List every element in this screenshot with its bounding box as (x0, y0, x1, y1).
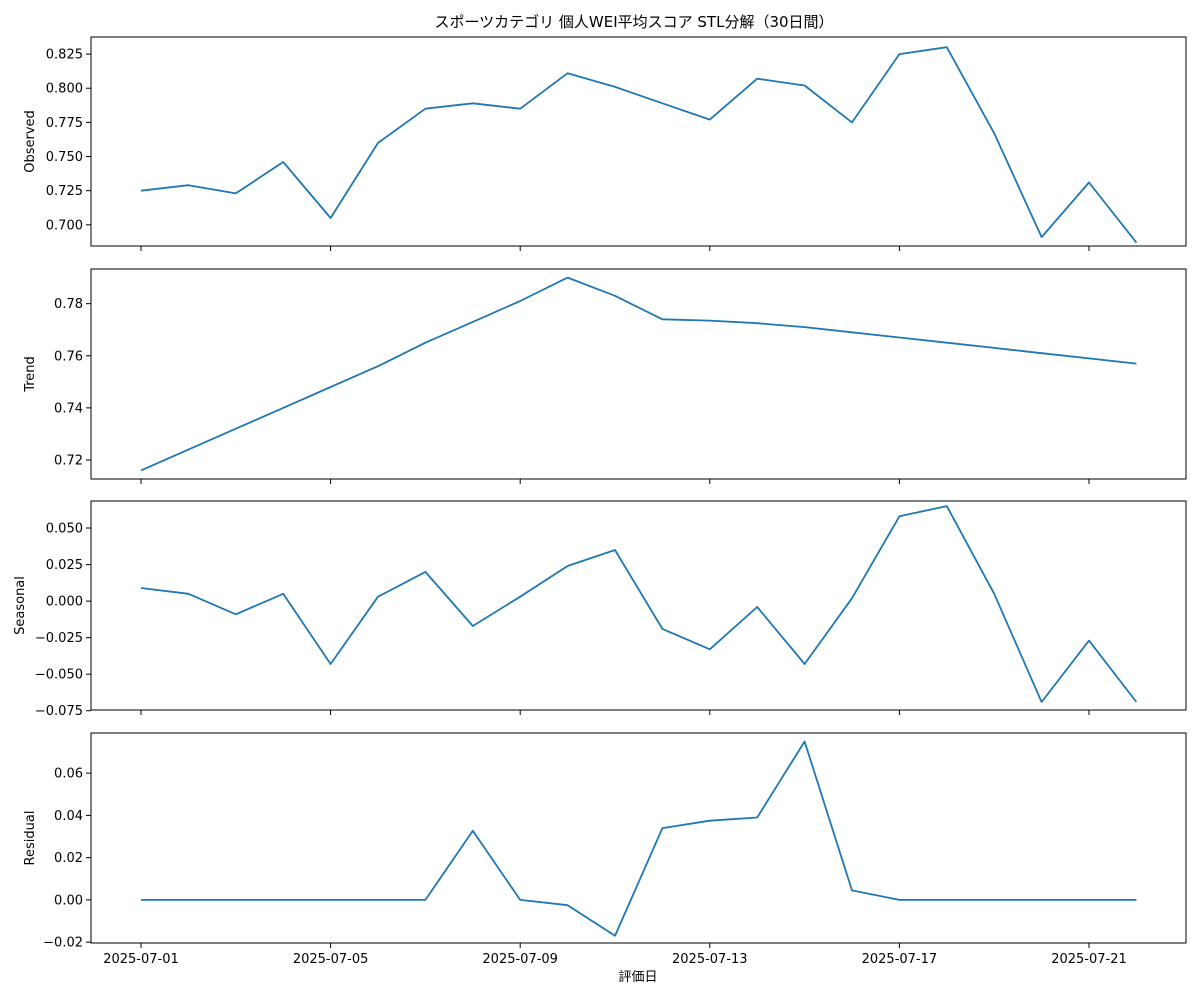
panels: 0.7000.7250.7500.7750.8000.825Observed0.… (13, 36, 1187, 967)
panel-residual: −0.02 0.00 0.02 0.04 0.06 2025-07-01 2025-07-0… (23, 732, 1187, 967)
y-axis-label: Trend (23, 356, 38, 393)
panel-frame (90, 500, 1187, 711)
panel-observed: 0.700 0.725 0.750 0.775 0.800 0.825 Observed (23, 36, 1187, 251)
y-axis-label: Observed (23, 110, 38, 173)
y-tick-label: −0.025 (35, 631, 83, 646)
panel-frame (90, 268, 1187, 480)
y-tick-label: 0.050 (46, 522, 83, 537)
y-tick-label: 0.74 (54, 401, 83, 416)
y-tick-label: 0.775 (46, 116, 83, 131)
y-tick-label: 0.750 (46, 150, 83, 165)
y-axis-label: Residual (23, 811, 38, 866)
x-axis-label: 評価日 (618, 970, 657, 985)
y-tick-label: 0.78 (54, 297, 83, 312)
x-tick-label: 2025-07-09 (482, 952, 558, 967)
series-line-observed (140, 46, 1138, 244)
y-tick-label: 0.725 (46, 184, 83, 199)
series-line-residual (141, 740, 1137, 937)
y-tick-label: −0.075 (35, 704, 83, 719)
y-tick-label: 0.800 (46, 82, 83, 97)
x-tick-label: 2025-07-17 (862, 952, 938, 967)
panel-frame (90, 732, 1187, 944)
y-tick-label: 0.06 (54, 767, 83, 782)
series-line-seasonal (140, 505, 1138, 703)
y-tick-label: 0.04 (54, 809, 83, 824)
y-tick-label: 0.00 (54, 893, 83, 908)
y-tick-label: 0.700 (46, 218, 83, 233)
x-tick-label: 2025-07-13 (672, 952, 748, 967)
series-line-trend (140, 276, 1137, 472)
chart-title: スポーツカテゴリ 個人WEI平均スコア STL分解（30日間） (434, 13, 833, 31)
y-tick-label: 0.72 (54, 453, 83, 468)
y-tick-label: 0.02 (54, 851, 83, 866)
panel-seasonal: −0.075 −0.050 −0.025 0.000 0.025 0.050 Seasona… (13, 500, 1187, 719)
y-tick-label: 0.000 (46, 595, 83, 610)
x-tick-label: 2025-07-21 (1051, 952, 1127, 967)
y-tick-label: −0.02 (43, 936, 83, 951)
y-tick-label: −0.050 (35, 668, 83, 683)
y-tick-label: 0.025 (46, 558, 83, 573)
y-tick-label: 0.825 (46, 48, 83, 63)
panel-trend: 0.72 0.74 0.76 0.78 Trend (23, 268, 1187, 484)
y-tick-label: 0.76 (54, 349, 83, 364)
x-tick-label: 2025-07-05 (293, 952, 369, 967)
x-tick-label: 2025-07-01 (103, 952, 179, 967)
y-axis-label: Seasonal (13, 576, 28, 635)
panel-frame (90, 36, 1187, 247)
